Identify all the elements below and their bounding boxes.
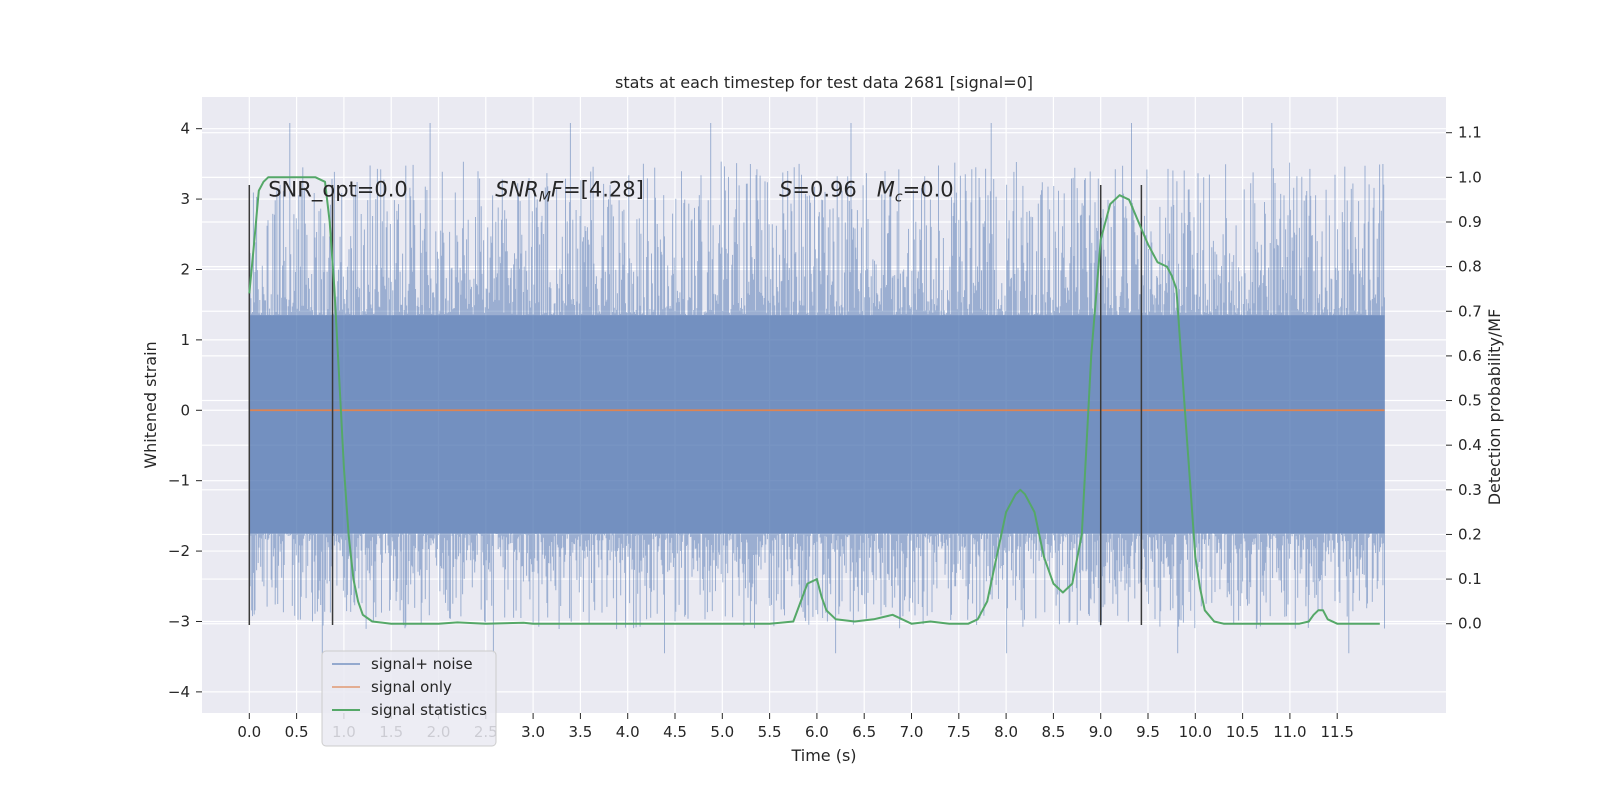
y-tick-label: −1 [168, 472, 190, 490]
y2-axis-label: Detection probability/MF [1485, 309, 1504, 506]
series-signal-noise [248, 123, 1385, 654]
y2-axis-ticks: 0.0 0.1 0.2 0.3 0.4 0.5 0.6 0.7 0.8 0.9 1.0 1.1 [1446, 124, 1482, 633]
series-signal-statistics [248, 176, 1380, 625]
y-tick-label: 0 [180, 401, 190, 419]
legend-label-signal-only: signal only [371, 678, 452, 696]
y-tick-label: 1 [180, 331, 190, 349]
annotation-snr-mf: SNRMF=[4.28] [495, 178, 644, 206]
x-tick-label: 5.0 [710, 723, 734, 741]
x-tick-label: 0.0 [237, 723, 261, 741]
x-tick-label: 10.0 [1179, 723, 1212, 741]
legend-label-signal-statistics: signal statistics [371, 701, 487, 719]
y2-tick-label: 0.7 [1458, 302, 1482, 320]
x-tick-label: 11.5 [1321, 723, 1354, 741]
y2-tick-label: 1.0 [1458, 168, 1482, 186]
y2-tick-label: 0.4 [1458, 436, 1482, 454]
y2-tick-label: 0.1 [1458, 570, 1482, 588]
y2-tick-label: 0.2 [1458, 525, 1482, 543]
y-tick-label: 2 [180, 260, 190, 278]
x-tick-label: 3.5 [568, 723, 592, 741]
x-tick-label: 4.0 [616, 723, 640, 741]
y-tick-label: −4 [168, 683, 190, 701]
y-tick-label: 4 [180, 120, 190, 138]
y2-tick-label: 0.0 [1458, 615, 1482, 633]
y2-tick-label: 1.1 [1458, 124, 1482, 142]
annotation-snr-opt: SNR_opt=0.0 [268, 178, 408, 203]
annotation-stats: S=0.96 Mc=0.0 [779, 178, 954, 206]
x-tick-label: 9.0 [1089, 723, 1113, 741]
x-tick-label: 6.5 [852, 723, 876, 741]
statistics-line [248, 176, 1380, 625]
x-tick-label: 3.0 [521, 723, 545, 741]
legend: signal+ noise signal only signal statist… [321, 650, 497, 747]
x-tick-label: 7.5 [947, 723, 971, 741]
y-tick-label: −3 [168, 612, 190, 630]
y-tick-label: 3 [180, 190, 190, 208]
x-axis-label: Time (s) [790, 746, 856, 765]
y2-tick-label: 0.5 [1458, 392, 1482, 410]
y-axis-label: Whitened strain [141, 341, 160, 468]
legend-label-signal-noise: signal+ noise [371, 655, 473, 673]
y2-tick-label: 0.6 [1458, 347, 1482, 365]
y-axis-ticks: −4 −3 −2 −1 0 1 2 3 4 [168, 120, 202, 701]
x-tick-label: 8.5 [1041, 723, 1065, 741]
y-tick-label: −2 [168, 542, 190, 560]
x-tick-label: 7.0 [900, 723, 924, 741]
y2-tick-label: 0.3 [1458, 481, 1482, 499]
x-tick-label: 8.0 [994, 723, 1018, 741]
x-tick-label: 11.0 [1273, 723, 1306, 741]
x-tick-label: 4.5 [663, 723, 687, 741]
x-tick-label: 0.5 [285, 723, 309, 741]
x-tick-label: 5.5 [758, 723, 782, 741]
y2-tick-label: 0.9 [1458, 213, 1482, 231]
x-tick-label: 9.5 [1136, 723, 1160, 741]
legend-box [321, 650, 497, 747]
x-tick-label: 10.5 [1226, 723, 1259, 741]
x-tick-label: 6.0 [805, 723, 829, 741]
y2-tick-label: 0.8 [1458, 258, 1482, 276]
chart-title: stats at each timestep for test data 268… [615, 73, 1033, 92]
